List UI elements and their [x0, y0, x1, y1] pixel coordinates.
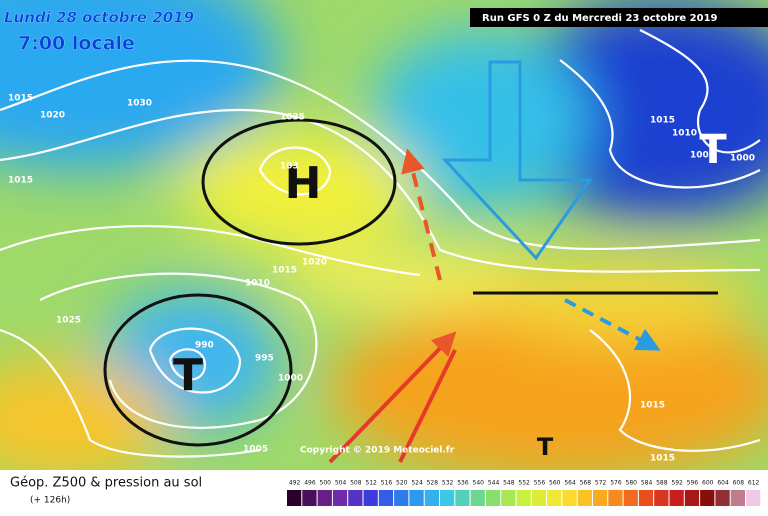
scale-swatch [531, 490, 547, 506]
field [0, 0, 768, 480]
scale-swatch [287, 490, 302, 506]
scale-label: 612 [748, 480, 760, 487]
scale-label: 548 [503, 480, 515, 487]
scale-label: 528 [427, 480, 439, 487]
scale-label: 500 [320, 480, 332, 487]
scale-swatch [516, 490, 531, 506]
scale-swatch [317, 490, 332, 506]
scale-label: 540 [473, 480, 485, 487]
scale-swatch [440, 490, 455, 506]
system-circles [103, 118, 718, 447]
scale-label: 516 [381, 480, 393, 487]
isobar-label: 1015 [650, 454, 675, 464]
isobar-label: 1010 [245, 279, 270, 289]
isobar-label: 1000 [278, 374, 303, 384]
scale-label: 524 [411, 480, 423, 487]
scale-label: 520 [396, 480, 408, 487]
pressure-system: T [699, 127, 727, 173]
isobar-label: 1005 [690, 151, 715, 161]
isobar-label: 1000 [730, 154, 755, 164]
pressure-system: T [173, 350, 203, 401]
forecast-time: 7:00 locale [18, 33, 135, 55]
scale-swatch [455, 490, 470, 506]
scale-label: 552 [518, 480, 530, 487]
scale-swatch [577, 490, 592, 506]
copyright: Copyright © 2019 Meteociel.fr [300, 446, 455, 456]
scale-label: 596 [687, 480, 699, 487]
scale-swatch [654, 490, 669, 506]
scale-label: 576 [610, 480, 622, 487]
scale-label: 508 [350, 480, 362, 487]
isobar-label: 1015 [8, 176, 33, 186]
scale-label: 592 [671, 480, 683, 487]
scale-label: 600 [702, 480, 714, 487]
isobars [0, 29, 761, 458]
scale-swatch [409, 490, 424, 506]
scale-label: 544 [488, 480, 500, 487]
scale-label: 604 [717, 480, 729, 487]
isobar-label: 1025 [56, 316, 81, 326]
isobar-label: 1015 [650, 116, 675, 126]
scale-swatch [485, 490, 501, 506]
scale-swatch [700, 490, 715, 506]
scale-swatch [593, 490, 608, 506]
scale-label: 564 [564, 480, 576, 487]
scale-swatch [562, 490, 577, 506]
isobar-label: 995 [255, 354, 274, 364]
isobar-label: 1015 [640, 401, 665, 411]
isobar-label: 1020 [40, 111, 65, 121]
isobar-label: 1015 [8, 94, 33, 104]
isobar-label: 1015 [272, 266, 297, 276]
scale-swatch [623, 490, 638, 506]
scale-swatch [302, 490, 317, 506]
scale-swatch [730, 490, 745, 506]
run-info: Run GFS 0 Z du Mercredi 23 octobre 2019 [482, 13, 718, 24]
scale-label: 580 [626, 480, 638, 487]
scale-swatch [348, 490, 363, 506]
scale-swatch [363, 490, 378, 506]
scale-label: 532 [442, 480, 454, 487]
isobar-label: 1035 [280, 113, 305, 123]
legend-lead: (+ 126h) [30, 496, 70, 506]
scale-label: 512 [365, 480, 377, 487]
scale-swatch [332, 490, 348, 506]
scale-label: 568 [580, 480, 592, 487]
scale-label: 584 [641, 480, 653, 487]
isobar-label: 1030 [127, 99, 152, 109]
scale-label: 560 [549, 480, 561, 487]
pressure-system: H [285, 158, 322, 209]
forecast-date: Lundi 28 octobre 2019 [4, 9, 194, 27]
isobar-label: 990 [195, 341, 214, 351]
scale-swatch [669, 490, 684, 506]
legend-title: Géop. Z500 & pression au sol [10, 476, 202, 491]
scale-swatch [746, 490, 761, 506]
scale-swatch [715, 490, 730, 506]
scale-swatch [547, 490, 562, 506]
scale-swatch [394, 490, 409, 506]
scale-label: 608 [733, 480, 745, 487]
scale-label: 588 [656, 480, 668, 487]
scale-swatch [424, 490, 439, 506]
scale-label: 536 [457, 480, 469, 487]
scale-swatch [378, 490, 394, 506]
scale-swatch [684, 490, 700, 506]
arrows [328, 60, 661, 464]
scale-swatch [638, 490, 654, 506]
scale-label: 496 [304, 480, 316, 487]
scale-label: 572 [595, 480, 607, 487]
run-box [470, 8, 768, 27]
isobar-label: 103 [280, 162, 299, 172]
scale-label: 504 [335, 480, 347, 487]
isobar-label: 1020 [302, 258, 327, 268]
isobar-label: 1010 [672, 129, 697, 139]
scale-swatch [470, 490, 485, 506]
scale-label: 492 [289, 480, 301, 487]
scale-swatch [608, 490, 623, 506]
scale-swatch [501, 490, 516, 506]
scale-label: 556 [534, 480, 546, 487]
pressure-system: T [537, 433, 554, 461]
isobar-label: 1005 [243, 445, 268, 455]
